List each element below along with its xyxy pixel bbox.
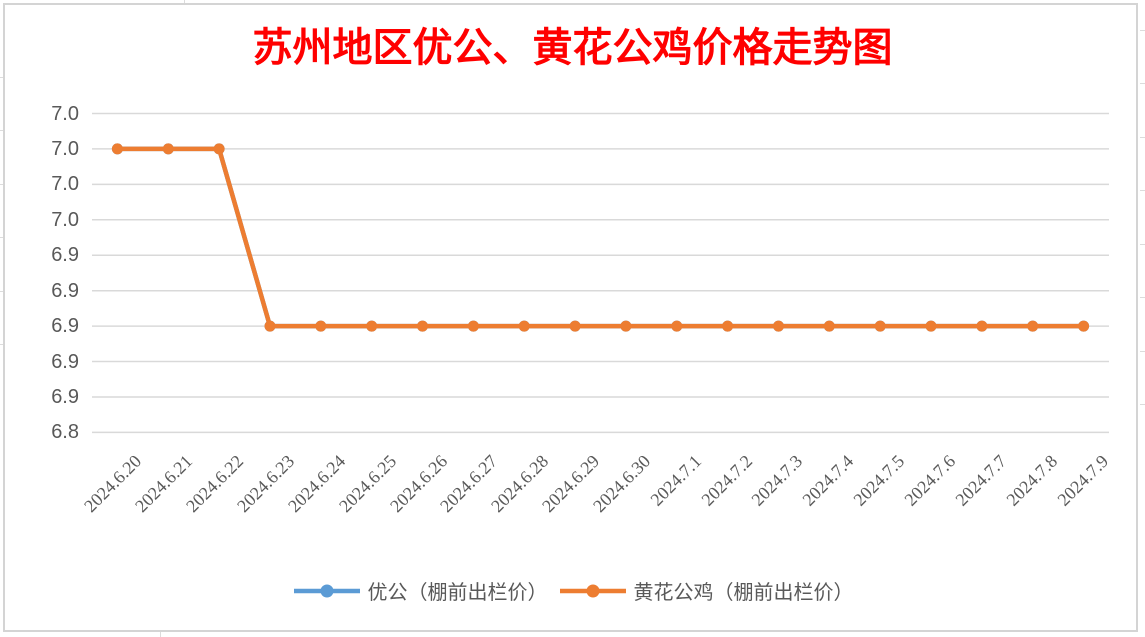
y-tick-label: 7.0 bbox=[51, 208, 79, 231]
cell-gridline-stub-right-3 bbox=[1140, 137, 1145, 138]
cell-gridline-stub-left-1 bbox=[0, 77, 3, 78]
series-1-marker bbox=[976, 320, 988, 332]
cell-gridline-stub-right-1 bbox=[1140, 30, 1145, 31]
legend-marker-yougong-line-icon bbox=[293, 584, 360, 597]
cell-gridline-stub-left-6 bbox=[0, 344, 3, 345]
series-1-marker bbox=[366, 320, 378, 332]
series-1-marker bbox=[467, 320, 479, 332]
series-1-marker bbox=[213, 143, 225, 155]
series-1-marker bbox=[671, 320, 683, 332]
y-tick-label: 7.0 bbox=[51, 137, 79, 160]
cell-gridline-stub-right-6 bbox=[1140, 297, 1145, 298]
cell-gridline-stub-right-8 bbox=[1140, 404, 1145, 405]
cell-gridline-stub-left-3 bbox=[0, 184, 3, 185]
series-1-marker bbox=[315, 320, 327, 332]
legend-label-huanghua: 黄花公鸡（棚前出栏价） bbox=[633, 582, 854, 604]
series-1-marker bbox=[620, 320, 632, 332]
legend-label-yougong: 优公（棚前出栏价） bbox=[367, 582, 548, 604]
y-tick-label: 6.9 bbox=[51, 385, 79, 408]
legend-marker-huanghua-line-icon bbox=[559, 584, 626, 597]
series-1-marker bbox=[111, 143, 123, 155]
y-tick-label: 7.0 bbox=[51, 102, 79, 125]
y-tick-label: 6.9 bbox=[51, 279, 79, 302]
cell-gridline-stub-left-4 bbox=[0, 237, 3, 238]
series-1-marker bbox=[162, 143, 174, 155]
cell-gridline-stub-top bbox=[184, 0, 185, 3]
cell-gridline-stub-right-2 bbox=[1140, 83, 1145, 84]
series-1-marker bbox=[1027, 320, 1039, 332]
chart-frame bbox=[3, 3, 1138, 632]
series-1-marker bbox=[874, 320, 886, 332]
series-1-marker bbox=[569, 320, 581, 332]
series-1-marker bbox=[1078, 320, 1090, 332]
series-1-marker bbox=[264, 320, 276, 332]
cell-gridline-stub-left-5 bbox=[0, 291, 3, 292]
chart-title: 苏州地区优公、黄花公鸡价格走势图 bbox=[252, 25, 893, 70]
y-tick-label: 6.8 bbox=[51, 421, 79, 444]
series-1-marker bbox=[925, 320, 937, 332]
y-tick-label: 6.9 bbox=[51, 244, 79, 267]
cell-gridline-stub-bottom bbox=[160, 632, 161, 637]
series-1-marker bbox=[417, 320, 428, 332]
cell-gridline-stub-right-5 bbox=[1140, 244, 1145, 245]
y-tick-label: 6.9 bbox=[51, 315, 79, 338]
series-1-marker bbox=[823, 320, 835, 332]
chart-legend: 优公（棚前出栏价） 黄花公鸡（棚前出栏价） bbox=[0, 576, 1145, 605]
y-tick-label: 7.0 bbox=[51, 173, 79, 196]
series-1-marker bbox=[773, 320, 784, 332]
series-1-marker bbox=[518, 320, 530, 332]
cell-gridline-stub-right-7 bbox=[1140, 351, 1145, 352]
cell-gridline-stub-left-2 bbox=[0, 130, 3, 131]
series-line-1 bbox=[115, 146, 1086, 329]
cell-gridline-stub-right-4 bbox=[1140, 190, 1145, 191]
y-tick-label: 6.9 bbox=[51, 350, 79, 373]
legend-item-huanghua: 黄花公鸡（棚前出栏价） bbox=[558, 576, 854, 605]
series-1-marker bbox=[722, 320, 734, 332]
legend-item-yougong: 优公（棚前出栏价） bbox=[292, 576, 548, 605]
